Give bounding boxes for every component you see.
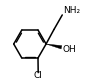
Text: OH: OH — [63, 45, 76, 54]
Text: NH₂: NH₂ — [63, 6, 80, 15]
Text: Cl: Cl — [34, 71, 43, 80]
Polygon shape — [46, 44, 62, 49]
